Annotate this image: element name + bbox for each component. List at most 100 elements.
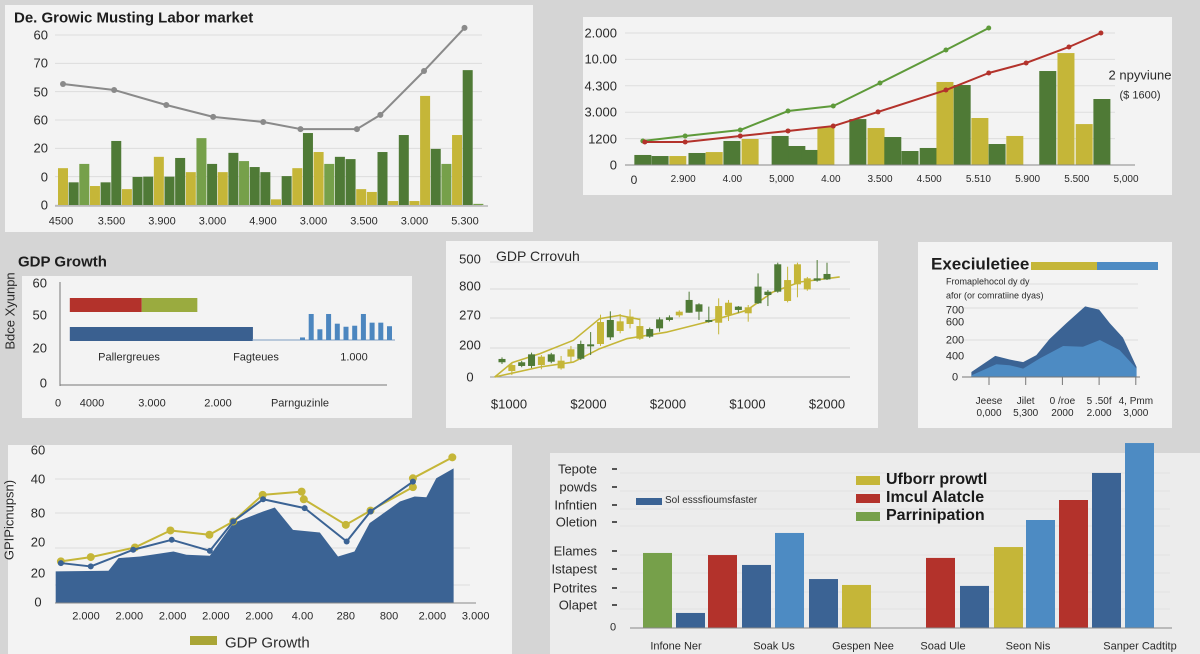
candle-body: [577, 343, 585, 359]
legend-swatch: [856, 494, 880, 503]
bar: [420, 95, 431, 205]
x-tick-label: 5,000: [1113, 174, 1139, 185]
line-point: [377, 111, 384, 118]
subtitle: afor (or comratiine dyas): [946, 290, 1044, 301]
legend-swatch: [1097, 262, 1158, 270]
x-tick-label: Infone Ner: [650, 640, 702, 653]
line-point: [1066, 44, 1072, 50]
bar: [651, 156, 669, 165]
bar: [634, 154, 652, 165]
bar: [849, 119, 867, 165]
y-tick-label: Potrites: [552, 580, 597, 596]
line-point: [130, 546, 137, 553]
candle-body: [547, 354, 555, 362]
bar: [217, 172, 228, 205]
x-tick-label: 800: [379, 610, 399, 623]
bar: [388, 201, 399, 205]
y-tick-label: 20: [33, 140, 48, 156]
bar: [988, 144, 1006, 165]
bar: [249, 167, 260, 205]
bar: [473, 203, 484, 205]
candle-body: [784, 280, 792, 301]
bar: [867, 128, 885, 165]
x-tick-label: Soad Ule: [920, 640, 966, 653]
line-point: [682, 139, 688, 145]
line-point: [943, 87, 949, 93]
bar: [356, 189, 367, 205]
chart-title: De. Growic Musting Labor market: [14, 9, 254, 27]
x-tick-label: 2.900: [670, 174, 696, 185]
y-tick-label: 60: [30, 442, 46, 458]
line-point: [297, 487, 306, 496]
line-point: [367, 508, 374, 515]
x-tick-label: 2.000: [204, 397, 232, 410]
horizontal-bar: [69, 327, 253, 341]
bar: [801, 149, 819, 165]
x-tick-label: 280: [336, 610, 355, 623]
line-point: [986, 25, 992, 31]
y-tick-label: 0: [609, 621, 617, 634]
mini-bar: [326, 313, 332, 340]
y-tick-label: 60: [33, 27, 48, 43]
bar: [936, 81, 954, 165]
bar: [994, 547, 1023, 628]
mini-bar: [387, 326, 392, 340]
y-tick-label: 4.300: [584, 78, 617, 94]
y-tick-label: 200: [459, 337, 481, 353]
candle-body: [695, 304, 703, 312]
line-point: [166, 526, 175, 535]
bar: [809, 579, 838, 628]
bar: [324, 163, 335, 205]
x-tick-label: 2.000: [245, 610, 273, 623]
bar: [271, 199, 281, 205]
line-point: [210, 113, 217, 120]
x-tick-label: 0 /roe: [1049, 396, 1076, 407]
line-point: [785, 128, 791, 134]
y-tick-label: 40: [30, 471, 46, 487]
x-tick-label: 4500: [48, 215, 74, 228]
line-point: [737, 133, 743, 139]
line-point: [1023, 60, 1029, 66]
y-axis-label: GPIPicnupsn): [1, 479, 17, 561]
y-tick-label: 60: [33, 112, 48, 128]
candle-body: [508, 365, 516, 372]
candle-body: [616, 321, 624, 331]
y-tick-label: 2.000: [584, 25, 617, 41]
bar: [196, 138, 207, 205]
bar: [175, 157, 186, 205]
x-tick-label: 4, Pmm: [1118, 396, 1154, 407]
y-tick-label: 0: [40, 197, 48, 213]
legend-swatch: [190, 636, 217, 645]
mini-bar: [317, 329, 323, 340]
line-point: [421, 67, 428, 74]
line-point: [205, 530, 214, 539]
candle-body: [656, 319, 664, 329]
y-tick-label: 270: [459, 307, 481, 323]
y-tick-label: 0: [466, 369, 474, 385]
bar: [643, 552, 672, 628]
line-point: [448, 453, 457, 462]
x-tick-label: 2.000: [1086, 408, 1112, 419]
line-point: [642, 139, 648, 145]
x-tick-label: 2.000: [72, 610, 100, 623]
candle-body: [725, 302, 733, 316]
bar: [153, 156, 164, 205]
line-point: [260, 496, 267, 503]
x-tick-label: 3.000: [198, 215, 227, 228]
line-point: [60, 81, 66, 88]
x-tick-label: 2.000: [158, 610, 187, 623]
legend-swatch: [856, 476, 880, 485]
line-point: [260, 118, 267, 125]
x-tick-label: 3.500: [867, 174, 893, 185]
bar: [1059, 500, 1088, 628]
x-tick-label: 3.000: [138, 397, 166, 410]
x-tick-label: 2000: [1051, 408, 1074, 419]
x-tick-label: 4.500: [916, 174, 942, 185]
x-tick-label: 0: [54, 397, 62, 410]
bar: [58, 168, 68, 205]
x-tick-label: 3.000: [400, 215, 429, 228]
x-tick-label: 4.00: [291, 610, 314, 623]
y-tick-label: 80: [30, 505, 46, 521]
bar: [430, 148, 441, 205]
